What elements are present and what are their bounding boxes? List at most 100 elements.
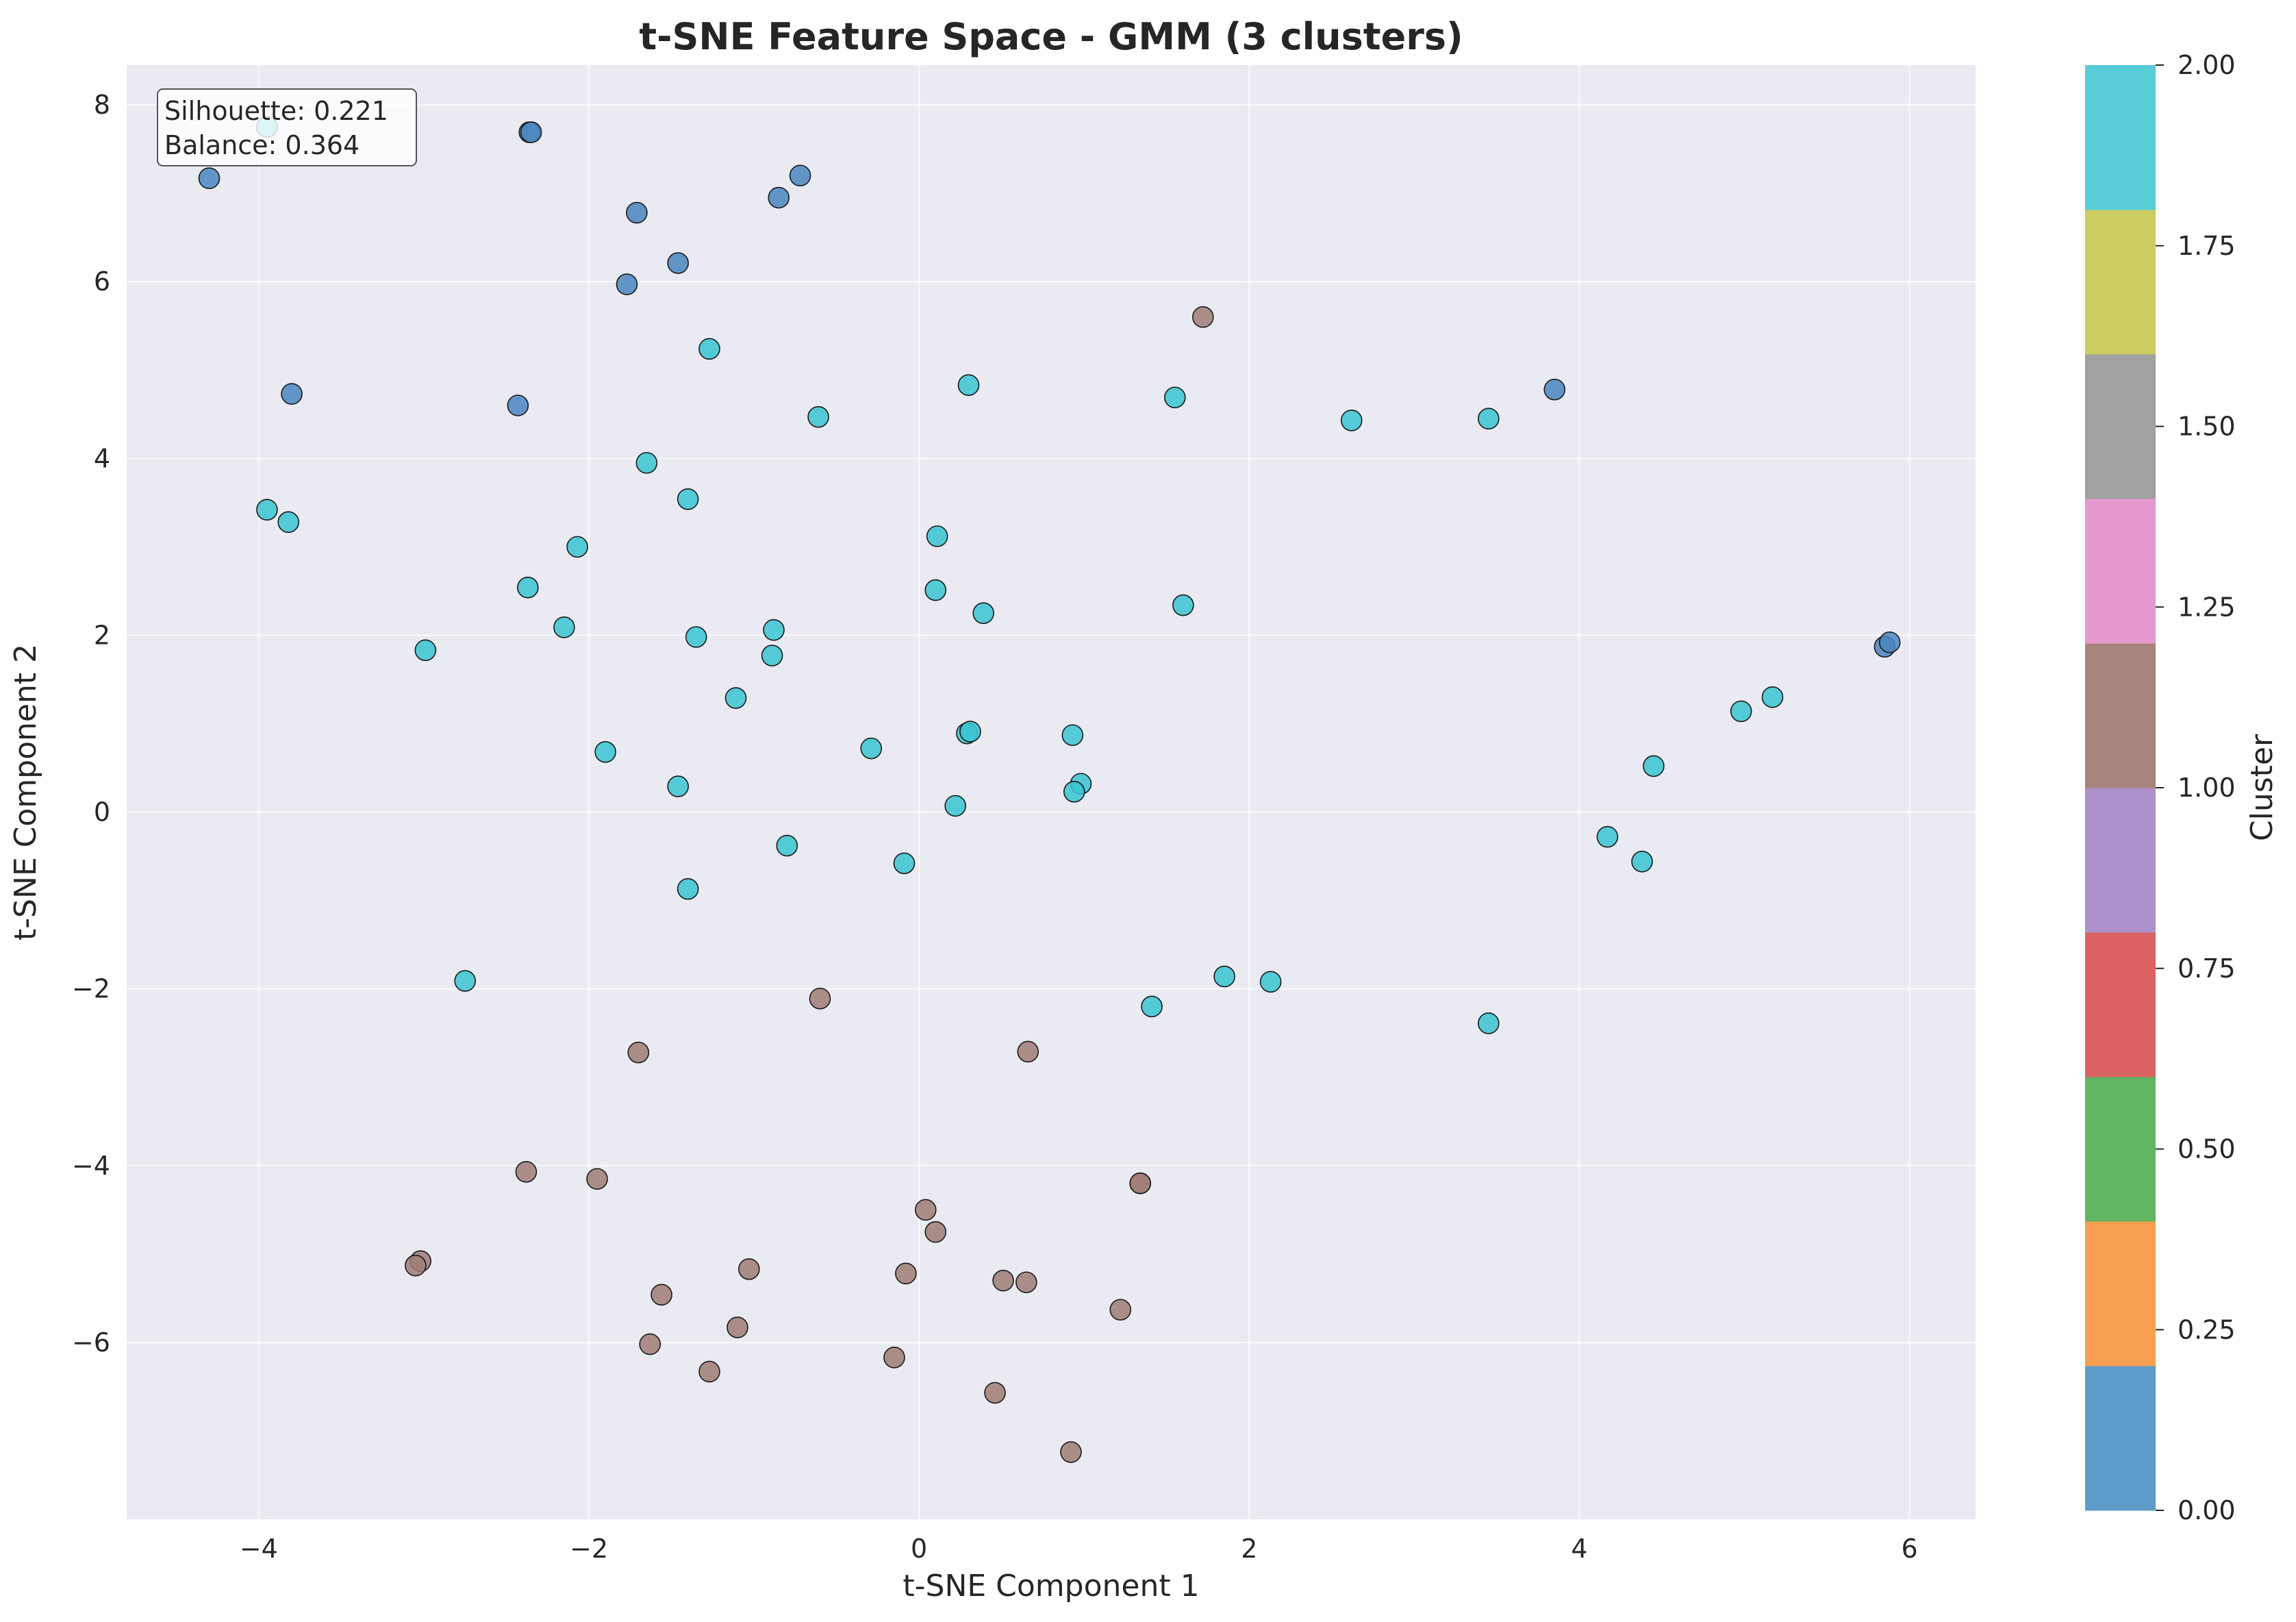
cluster-0-point <box>768 186 790 209</box>
cluster-2-point <box>698 338 720 360</box>
x-tick-label: 6 <box>1901 1534 1917 1564</box>
y-tick-label: −4 <box>72 1151 110 1181</box>
colorbar-tick-label: 1.25 <box>2178 592 2236 622</box>
colorbar-label: Cluster <box>2245 734 2280 841</box>
cluster-1-point <box>639 1333 661 1356</box>
chart-title: t-SNE Feature Space - GMM (3 clusters) <box>639 15 1463 58</box>
cluster-2-point <box>414 639 437 662</box>
colorbar-tick-label: 2.00 <box>2178 50 2236 80</box>
cluster-2-point <box>761 645 783 666</box>
cluster-1-point <box>738 1258 760 1280</box>
annotation-box <box>157 88 417 166</box>
silhouette-score-text: Silhouette: 0.221 <box>164 96 388 126</box>
x-tick-label: −2 <box>570 1534 608 1564</box>
cluster-2-point <box>594 740 616 763</box>
cluster-0-point <box>667 252 689 274</box>
colorbar-tick-label: 0.75 <box>2178 953 2236 984</box>
x-tick-label: 4 <box>1571 1534 1587 1564</box>
cluster-2-point <box>667 775 689 797</box>
y-tick-label: 0 <box>94 797 110 827</box>
cluster-2-point <box>1631 851 1653 873</box>
cluster-2-point <box>1761 686 1784 708</box>
y-axis-label: t-SNE Component 2 <box>8 644 43 940</box>
cluster-2-point <box>1478 1012 1500 1034</box>
cluster-0-point <box>507 395 529 416</box>
cluster-2-point <box>724 687 747 709</box>
cluster-0-point <box>520 121 542 143</box>
data-points <box>198 116 1901 1463</box>
cluster-1-point <box>992 1269 1014 1292</box>
cluster-1-point <box>405 1254 427 1277</box>
cluster-0-point <box>281 383 303 405</box>
cluster-2-point <box>763 619 785 641</box>
colorbar-band <box>2085 1077 2156 1222</box>
colorbar-tick-label: 0.00 <box>2178 1495 2236 1525</box>
cluster-2-point <box>944 795 966 817</box>
cluster-2-point <box>1259 971 1282 993</box>
y-tick-label: −6 <box>72 1327 110 1358</box>
cluster-1-point <box>1191 306 1214 328</box>
cluster-1-point <box>914 1199 937 1221</box>
cluster-2-point <box>924 579 947 601</box>
colorbar-band <box>2085 499 2156 644</box>
y-tick-label: 2 <box>94 620 110 650</box>
colorbar-band <box>2085 932 2156 1077</box>
cluster-0-point <box>1543 378 1566 401</box>
cluster-2-point <box>957 374 980 396</box>
x-tick-label: −4 <box>240 1534 278 1564</box>
cluster-1-point <box>727 1317 748 1338</box>
cluster-1-point <box>515 1161 538 1183</box>
metrics-annotation: Silhouette: 0.221 Balance: 0.364 <box>157 88 417 166</box>
cluster-0-point <box>198 167 220 189</box>
colorbar-band <box>2085 643 2156 788</box>
cluster-0-point <box>789 164 811 187</box>
cluster-2-point <box>1213 965 1235 988</box>
colorbar-tick-label: 1.75 <box>2178 231 2236 261</box>
colorbar-band <box>2085 1366 2156 1511</box>
cluster-2-point <box>1596 825 1619 848</box>
plot-area <box>127 65 1976 1519</box>
colorbar-band <box>2085 210 2156 355</box>
colorbar-band <box>2085 1221 2156 1367</box>
colorbar-tick-label: 1.00 <box>2178 773 2236 803</box>
colorbar-band <box>2085 65 2156 210</box>
axis-ticks: −4 −2 0 2 4 6 −6 −4 −2 0 2 4 6 8 <box>72 90 1918 1564</box>
cluster-2-point <box>454 970 476 992</box>
cluster-1-point <box>1015 1271 1037 1293</box>
cluster-1-point <box>627 1041 650 1064</box>
cluster-1-point <box>883 1347 905 1369</box>
grid-lines <box>127 65 1976 1519</box>
cluster-2-point <box>677 488 699 510</box>
cluster-2-point <box>860 737 883 760</box>
cluster-2-point <box>677 878 699 900</box>
cluster-2-point <box>1340 410 1363 432</box>
cluster-2-point <box>926 525 948 547</box>
cluster-2-point <box>1643 755 1665 777</box>
cluster-1-point <box>698 1360 720 1383</box>
cluster-0-point <box>616 273 638 295</box>
cluster-1-point <box>895 1262 917 1285</box>
cluster-2-point <box>1164 386 1186 409</box>
cluster-1-point <box>586 1168 608 1190</box>
cluster-2-point <box>685 626 707 648</box>
cluster-0-point <box>626 201 648 224</box>
x-tick-label: 2 <box>1241 1534 1257 1564</box>
x-tick-label: 0 <box>911 1534 927 1564</box>
y-tick-label: 4 <box>94 443 110 473</box>
y-tick-label: 6 <box>94 266 110 297</box>
cluster-1-point <box>924 1221 947 1243</box>
cluster-2-point <box>566 536 588 558</box>
cluster-2-point <box>1172 594 1194 616</box>
colorbar-band <box>2085 788 2156 933</box>
colorbar-band <box>2085 354 2156 499</box>
cluster-2-point <box>776 834 798 857</box>
colorbar-ticks: 0.00 0.25 0.50 0.75 1.00 1.25 1.50 1.75 2.00 <box>2156 50 2236 1525</box>
cluster-1-point <box>651 1284 672 1306</box>
cluster-2-point <box>1478 408 1500 430</box>
cluster-2-point <box>893 852 916 875</box>
colorbar-tick-label: 0.25 <box>2178 1314 2236 1345</box>
cluster-2-point <box>1730 700 1752 723</box>
colorbar: 0.00 0.25 0.50 0.75 1.00 1.25 1.50 1.75 2.00 Clu… <box>2085 50 2280 1525</box>
cluster-2-point <box>807 406 829 428</box>
